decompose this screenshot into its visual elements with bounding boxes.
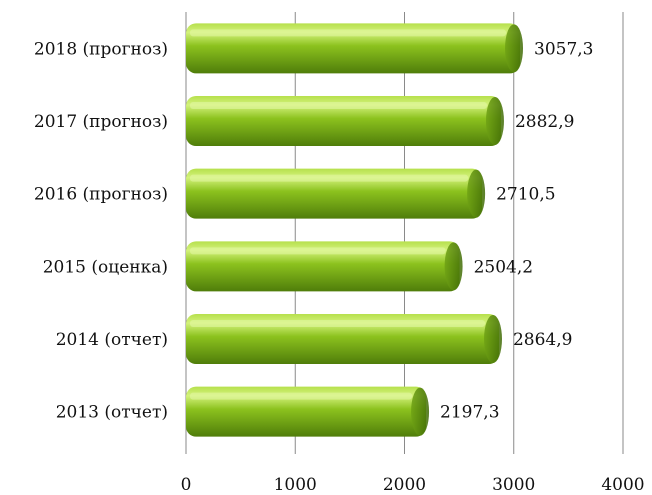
bar-highlight — [190, 102, 487, 109]
data-label: 2882,9 — [515, 112, 574, 132]
bar — [186, 23, 524, 74]
x-tick-label: 0 — [181, 475, 192, 495]
bar-highlight — [190, 247, 446, 255]
bar-cap — [505, 24, 524, 73]
bar-highlight — [190, 29, 507, 37]
x-tick-label: 1000 — [274, 475, 317, 495]
bar — [186, 168, 486, 219]
bar-cap — [444, 242, 463, 291]
bar — [186, 386, 430, 437]
bars — [186, 23, 524, 437]
data-label: 2504,2 — [474, 257, 533, 277]
bar-cap — [483, 315, 502, 363]
category-label: 2015 (оценка) — [43, 257, 168, 277]
category-label: 2016 (прогноз) — [34, 185, 168, 205]
x-tick-label: 3000 — [492, 475, 535, 495]
bar-cap — [485, 97, 504, 145]
x-tick-label: 4000 — [601, 475, 644, 495]
bar-highlight — [190, 392, 413, 400]
data-label: 3057,3 — [534, 39, 593, 59]
data-label: 2864,9 — [513, 330, 572, 350]
category-label: 2013 (отчет) — [56, 403, 168, 423]
bar — [186, 96, 504, 146]
bar-cap — [467, 169, 486, 218]
category-label: 2018 (прогноз) — [34, 39, 168, 59]
data-label: 2710,5 — [496, 185, 555, 205]
bar — [186, 241, 463, 292]
gridlines — [185, 12, 624, 454]
bar-cap — [411, 387, 430, 436]
data-label: 2197,3 — [440, 403, 499, 423]
bar — [186, 314, 502, 364]
bar-highlight — [190, 320, 485, 327]
category-label: 2014 (отчет) — [56, 330, 168, 350]
x-tick-label: 2000 — [383, 475, 426, 495]
bar-highlight — [190, 174, 469, 182]
labels: 0 1000 2000 3000 4000 2018 (прогноз) 3057,3 201… — [34, 39, 645, 495]
category-label: 2017 (прогноз) — [34, 112, 168, 132]
